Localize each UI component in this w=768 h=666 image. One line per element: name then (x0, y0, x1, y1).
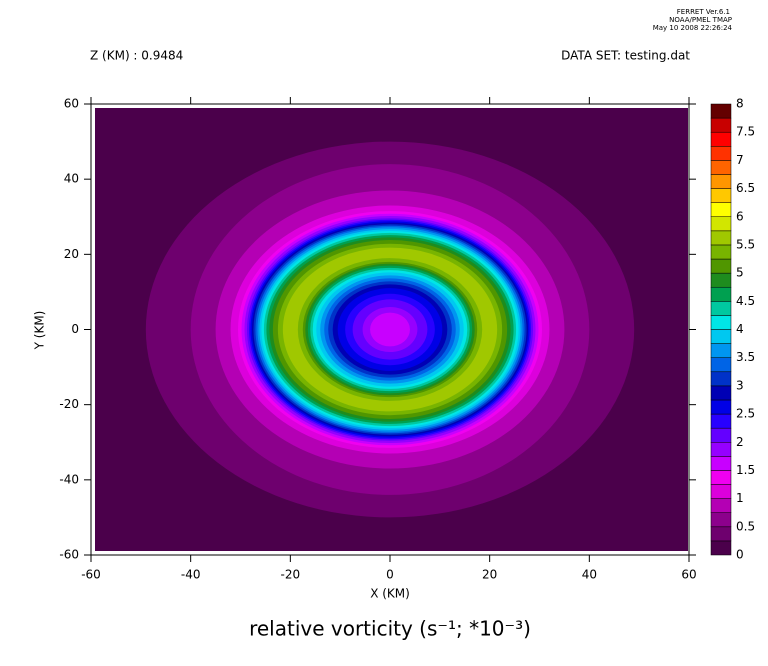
y-tick-label: -60 (59, 548, 79, 562)
y-tick-label: -40 (59, 472, 79, 486)
y-tick-label: 0 (71, 322, 79, 336)
colorbar-label: 8 (736, 97, 744, 111)
colorbar-band (710, 526, 732, 542)
colorbar-band (710, 272, 732, 288)
colorbar-band (710, 286, 732, 302)
colorbar-band (710, 456, 732, 471)
date-label: May 10 2008 22:26:24 (653, 24, 733, 32)
y-axis-label: Y (KM) (33, 311, 47, 351)
colorbar-label: 2 (736, 435, 744, 449)
chart-title: relative vorticity (s⁻¹; *10⁻³) (249, 617, 531, 641)
contour-band (370, 312, 410, 347)
colorbar-label: 6.5 (736, 181, 755, 195)
colorbar-label: 1.5 (736, 463, 755, 477)
colorbar-band (710, 188, 732, 203)
colorbar-band (710, 117, 732, 133)
colorbar-band (710, 343, 732, 358)
colorbar-label: 7.5 (736, 125, 755, 139)
subtitle-left: Z (KM) : 0.9484 (90, 49, 183, 63)
x-tick-label: 20 (482, 568, 497, 582)
colorbar-band (710, 512, 732, 528)
colorbar-label: 2.5 (736, 407, 755, 421)
colorbar-label: 7 (736, 153, 744, 167)
colorbar-band (710, 131, 732, 147)
colorbar-band (710, 244, 732, 260)
colorbar-band (710, 103, 732, 119)
colorbar-band (710, 357, 732, 373)
colorbar-band (710, 301, 732, 316)
colorbar-band (710, 315, 732, 330)
colorbar-band (710, 399, 732, 415)
colorbar-label: 4.5 (736, 294, 755, 308)
x-tick-label: -20 (281, 568, 301, 582)
colorbar-band (710, 230, 732, 246)
colorbar-band (710, 385, 732, 401)
colorbar-band (710, 427, 732, 443)
colorbar-label: 3.5 (736, 350, 755, 364)
colorbar-band (710, 160, 732, 175)
colorbar-label: 4 (736, 322, 744, 336)
colorbar-band (710, 216, 732, 232)
colorbar-label: 1 (736, 491, 744, 505)
colorbar-label: 0.5 (736, 519, 755, 533)
colorbar-label: 3 (736, 378, 744, 392)
y-tick-label: -20 (59, 397, 79, 411)
colorbar-band (710, 540, 732, 556)
colorbar-band (710, 174, 732, 189)
y-tick-label: 40 (64, 172, 79, 186)
x-tick-label: 40 (582, 568, 597, 582)
colorbar-band (710, 498, 732, 513)
colorbar-band (710, 442, 732, 457)
x-tick-label: -40 (181, 568, 201, 582)
colorbar-label: 5 (736, 266, 744, 280)
colorbar-band (710, 371, 732, 387)
colorbar-band (710, 470, 732, 485)
y-tick-label: 20 (64, 247, 79, 261)
colorbar-band (710, 258, 732, 274)
colorbar-band (710, 484, 732, 499)
colorbar-label: 0 (736, 548, 744, 562)
subtitle-right: DATA SET: testing.dat (561, 49, 690, 63)
colorbar-band (710, 202, 732, 217)
colorbar-band (710, 146, 732, 161)
x-tick-label: 0 (386, 568, 394, 582)
x-tick-label: 60 (681, 568, 696, 582)
x-tick-label: -60 (81, 568, 101, 582)
y-tick-label: 60 (64, 97, 79, 111)
x-axis-label: X (KM) (370, 587, 410, 601)
colorbar-label: 5.5 (736, 237, 755, 251)
colorbar-band (710, 329, 732, 344)
org-label: NOAA/PMEL TMAP (669, 16, 732, 24)
colorbar-label: 6 (736, 209, 744, 223)
colorbar-band (710, 413, 732, 429)
program-label: FERRET Ver.6.1 (677, 8, 730, 16)
